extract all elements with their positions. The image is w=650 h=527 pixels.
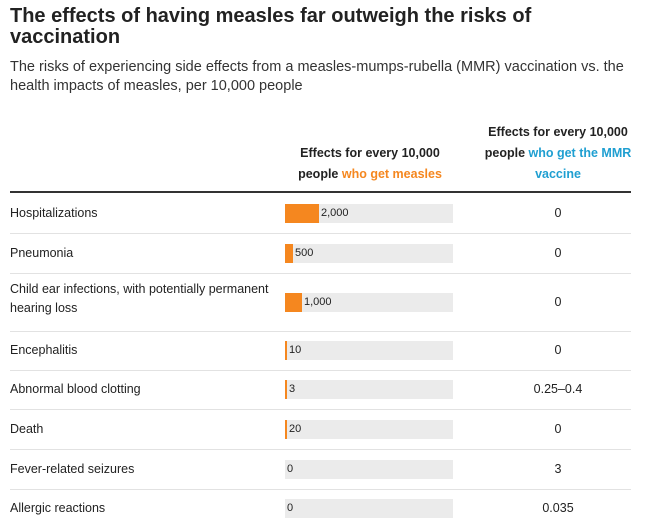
- row-divider: [10, 409, 631, 410]
- row-label: Encephalitis: [10, 343, 78, 357]
- measles-bar-track: 3: [285, 380, 453, 399]
- vaccine-value: 0: [554, 294, 562, 309]
- measles-bar-track: 20: [285, 419, 453, 439]
- column-header-measles-lead: Effects for every 10,000 people: [298, 146, 440, 181]
- row-label: Death: [10, 421, 44, 436]
- row-label: Fever-related seizures: [10, 461, 135, 476]
- measles-bar-track: 2,000: [285, 203, 453, 223]
- vaccine-value: 0.035: [542, 500, 574, 515]
- table-row: Allergic reactions 0 0.035: [10, 489, 631, 527]
- row-label: Allergic reactions: [10, 500, 106, 515]
- measles-bar-track: 0: [285, 498, 453, 518]
- measles-bar-track: 10: [285, 341, 453, 360]
- column-header-measles-highlight: who get measles: [341, 167, 442, 181]
- measles-value-label: 500: [295, 246, 314, 259]
- row-divider: [10, 449, 631, 450]
- table-row: Death 20 0: [10, 409, 631, 449]
- measles-value-label: 3: [289, 383, 296, 395]
- measles-bar: [285, 243, 293, 263]
- measles-value-label: 1,000: [304, 295, 332, 308]
- measles-bar: [285, 419, 287, 439]
- chart-title: The effects of having measles far outwei…: [10, 5, 532, 48]
- table-row: Fever-related seizures 0 3: [10, 449, 631, 489]
- measles-bar-track: 500: [285, 243, 453, 263]
- row-divider: [10, 489, 631, 490]
- table-row: Encephalitis 10 0: [10, 331, 631, 370]
- measles-value-label: 0: [287, 501, 294, 514]
- table-row: Abnormal blood clotting 3 0.25–0.4: [10, 370, 631, 409]
- vaccine-value: 0: [554, 343, 562, 357]
- measles-value-label: 2,000: [321, 206, 349, 219]
- measles-value-label: 10: [289, 344, 302, 356]
- table-row: Pneumonia 500 0: [10, 233, 631, 273]
- row-label: Abnormal blood clotting: [10, 382, 141, 396]
- row-label: Child ear infections, with potentially p…: [10, 282, 269, 315]
- row-divider: [10, 273, 631, 274]
- measles-bar: [285, 380, 287, 399]
- row-divider: [10, 331, 631, 332]
- measles-bar: [285, 292, 302, 312]
- header-rule: [10, 191, 631, 193]
- table-row: Hospitalizations 2,000 0: [10, 193, 631, 233]
- vaccine-value: 0: [554, 421, 562, 436]
- vaccine-value: 0: [554, 245, 562, 260]
- measles-value-label: 0: [287, 462, 294, 475]
- measles-bar-track: 0: [285, 459, 453, 479]
- row-label: Hospitalizations: [10, 205, 98, 220]
- row-divider: [10, 370, 631, 371]
- table-row: Child ear infections, with potentially p…: [10, 273, 631, 331]
- vaccine-value: 3: [554, 461, 562, 476]
- vaccine-value: 0: [554, 205, 562, 220]
- measles-value-label: 20: [289, 422, 302, 435]
- row-divider: [10, 233, 631, 234]
- column-header-vaccine: Effects for every 10,000 people who get …: [476, 122, 640, 185]
- measles-bar: [285, 203, 319, 223]
- column-header-measles: Effects for every 10,000 people who get …: [280, 143, 460, 185]
- measles-bar-track: 1,000: [285, 292, 453, 312]
- vaccine-value: 0.25–0.4: [533, 382, 583, 396]
- column-header-vaccine-highlight: who get the MMR vaccine: [528, 146, 632, 181]
- chart-subtitle: The risks of experiencing side effects f…: [10, 59, 624, 94]
- row-label: Pneumonia: [10, 245, 74, 260]
- column-header-vaccine-lead: Effects for every 10,000 people: [484, 125, 628, 160]
- measles-bar: [285, 341, 287, 360]
